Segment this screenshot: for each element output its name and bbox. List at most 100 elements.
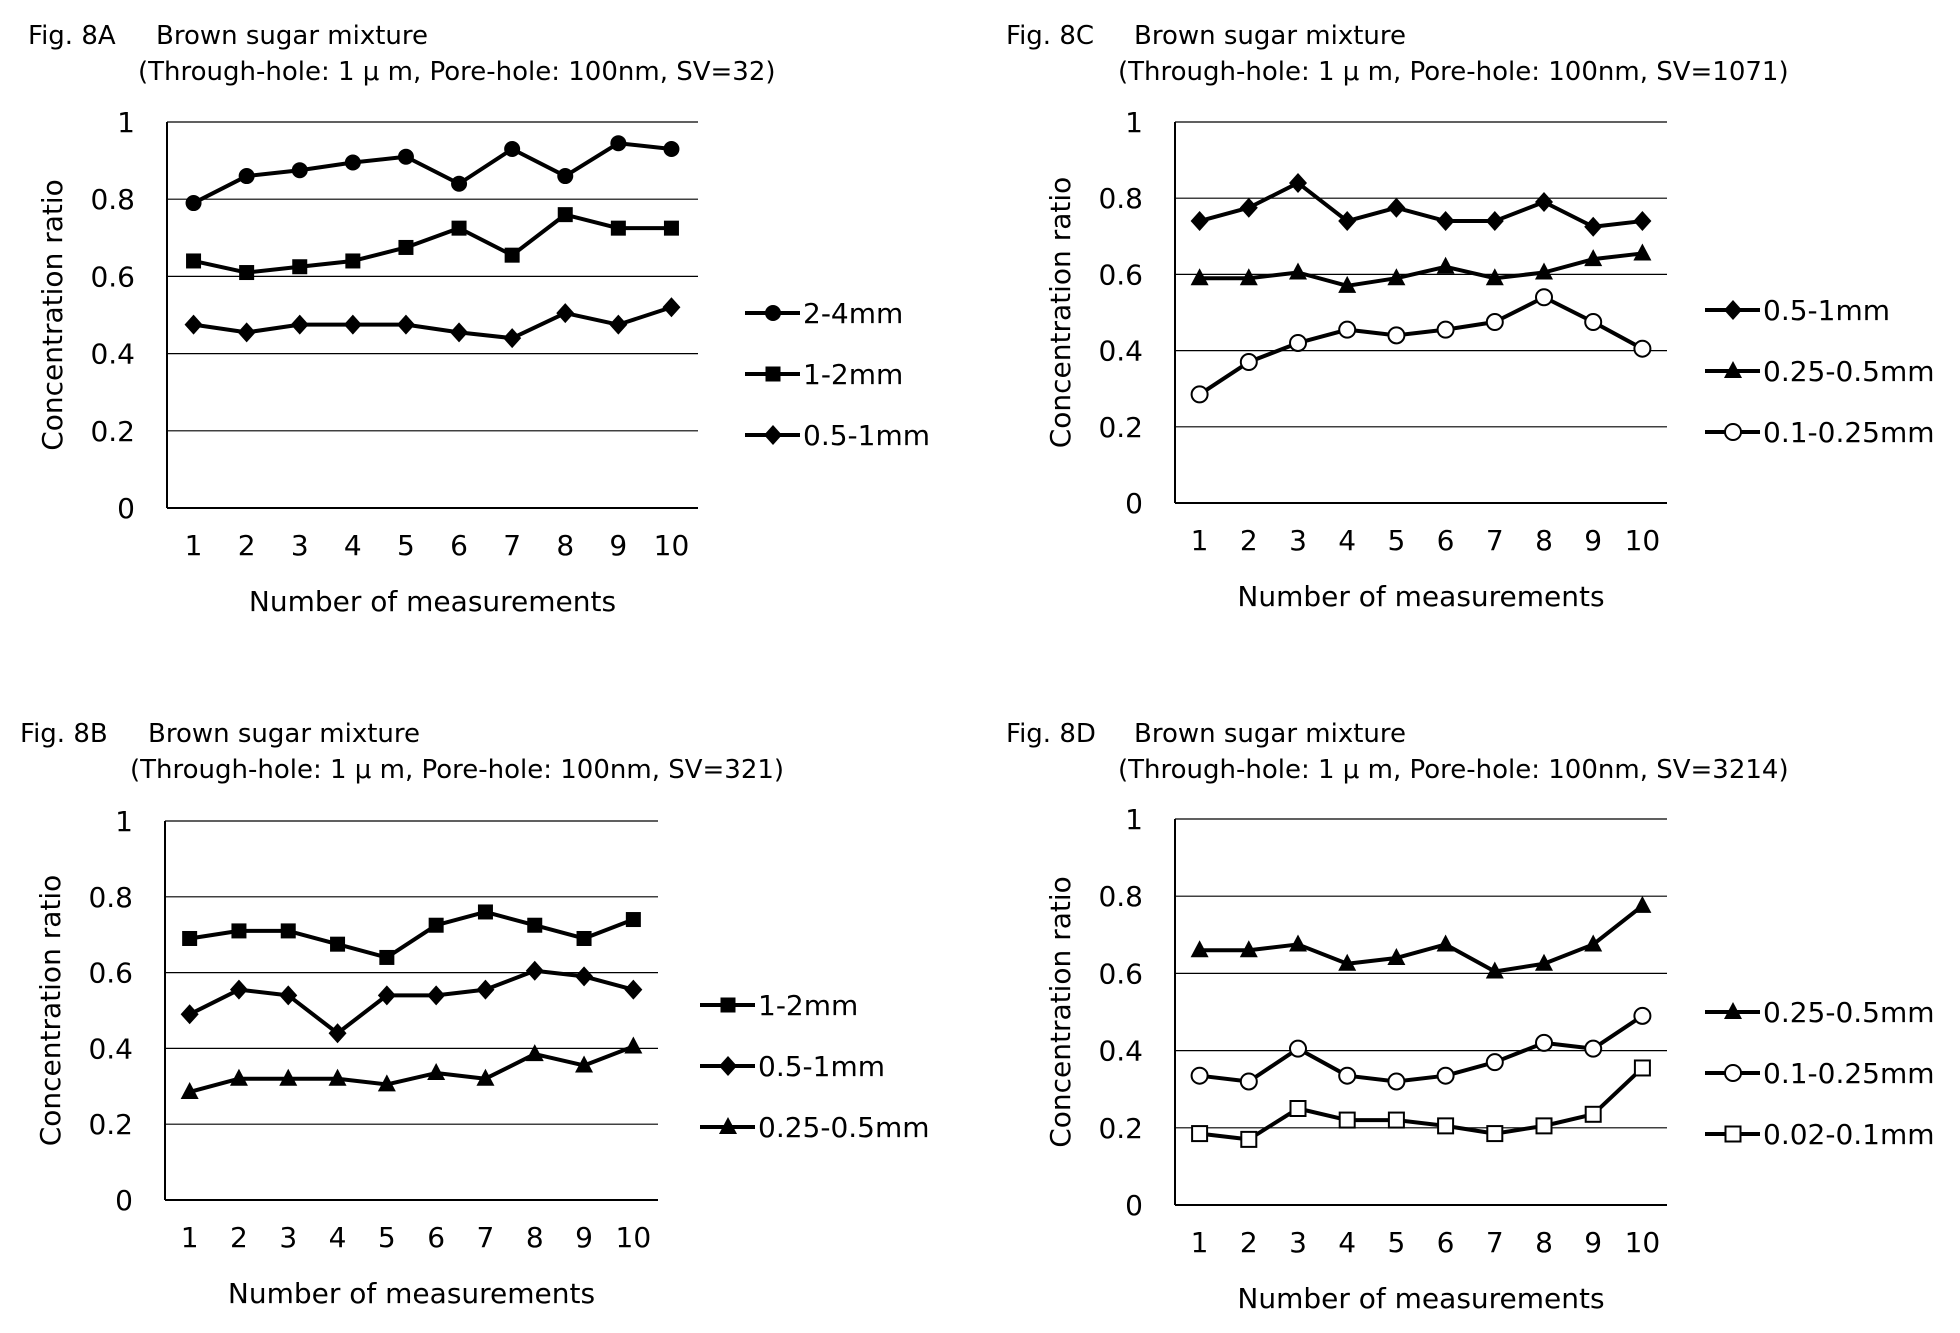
- data-point: [328, 1068, 347, 1086]
- legend-marker: [719, 1056, 737, 1076]
- data-point: [1535, 262, 1553, 280]
- data-point: [1633, 1059, 1651, 1077]
- data-point: [1485, 961, 1504, 979]
- data-point: [186, 253, 202, 269]
- data-point: [1584, 1039, 1603, 1058]
- y-tick-label: 0.4: [90, 338, 135, 371]
- data-point: [1535, 953, 1553, 971]
- data-point: [662, 297, 681, 318]
- data-point: [575, 966, 594, 987]
- series: [1190, 288, 1652, 404]
- data-point: [1584, 934, 1603, 952]
- data-point: [1240, 1130, 1258, 1148]
- data-point: [1338, 275, 1357, 293]
- legend-entry: 0.25-0.5mm: [1705, 996, 1935, 1029]
- data-point: [279, 1068, 298, 1086]
- data-point: [1437, 1117, 1455, 1135]
- series-line: [189, 909, 635, 960]
- data-point: [1387, 1072, 1406, 1091]
- data-point: [575, 1055, 594, 1073]
- series: [1190, 895, 1652, 979]
- x-tick-label: 2: [1240, 524, 1258, 557]
- data-point: [1190, 385, 1209, 404]
- data-point: [292, 259, 308, 275]
- y-tick-label: 1: [115, 805, 133, 838]
- x-axis-label: Number of measurements: [1237, 580, 1604, 613]
- chart-subtitle: (Through-hole: 1 μ m, Pore-hole: 100nm, …: [138, 57, 776, 87]
- chart-title: Brown sugar mixture: [148, 719, 420, 749]
- x-tick-label: 5: [397, 529, 415, 562]
- data-point: [396, 314, 415, 335]
- series: [186, 207, 679, 281]
- x-axis-label: Number of measurements: [1237, 1282, 1604, 1315]
- x-axis-label: Number of measurements: [249, 585, 616, 618]
- series: [184, 297, 681, 349]
- data-point: [1190, 268, 1209, 286]
- data-point: [451, 220, 467, 236]
- x-tick-label: 8: [1535, 1226, 1553, 1259]
- data-point: [1191, 1125, 1209, 1143]
- x-tick-label: 5: [1387, 1226, 1405, 1259]
- data-point: [427, 985, 446, 1006]
- y-axis-label: Concentration ratio: [34, 875, 67, 1147]
- y-tick-label: 0.8: [1098, 182, 1143, 215]
- legend-label: 0.1-0.25mm: [1763, 1057, 1935, 1090]
- data-point: [398, 239, 414, 255]
- y-tick-label: 0.4: [1098, 1035, 1143, 1068]
- chart-subtitle: (Through-hole: 1 μ m, Pore-hole: 100nm, …: [1118, 57, 1789, 87]
- legend-entry: 0.25-0.5mm: [1705, 355, 1935, 388]
- data-point: [1535, 288, 1553, 307]
- data-point: [379, 949, 395, 965]
- data-point: [328, 1023, 347, 1044]
- data-point: [1633, 211, 1652, 232]
- x-tick-label: 5: [1387, 524, 1405, 557]
- data-point: [184, 314, 203, 335]
- data-point: [1338, 320, 1357, 339]
- x-tick-label: 1: [1191, 524, 1209, 557]
- data-point: [451, 175, 468, 192]
- data-point: [428, 917, 444, 933]
- series: [185, 135, 680, 212]
- x-tick-label: 7: [503, 529, 521, 562]
- data-point: [624, 1036, 643, 1054]
- data-point: [1338, 1066, 1357, 1085]
- y-tick-label: 0.8: [88, 881, 133, 914]
- legend-entry: 1-2mm: [700, 989, 858, 1022]
- x-tick-label: 3: [291, 529, 309, 562]
- legend-marker: [1724, 1002, 1742, 1019]
- data-point: [182, 930, 198, 946]
- series-line: [1199, 904, 1644, 974]
- data-point: [280, 923, 296, 939]
- legend-marker: [765, 305, 781, 321]
- figure-label: Fig. 8A: [28, 21, 116, 51]
- x-tick-label: 7: [1486, 524, 1504, 557]
- data-point: [1633, 895, 1652, 913]
- y-tick-label: 0.8: [90, 183, 135, 216]
- y-tick-label: 0.2: [88, 1108, 133, 1141]
- data-point: [1338, 1111, 1356, 1129]
- series-line: [188, 968, 634, 1036]
- legend-marker: [719, 1117, 737, 1134]
- series: [1191, 1059, 1651, 1148]
- data-point: [1289, 1039, 1307, 1058]
- legend-label: 1-2mm: [758, 989, 858, 1022]
- legend-label: 0.25-0.5mm: [1763, 996, 1935, 1029]
- data-point: [476, 979, 495, 1000]
- x-tick-label: 3: [1289, 1226, 1307, 1259]
- data-point: [231, 923, 247, 939]
- legend-label: 0.5-1mm: [1763, 294, 1890, 327]
- data-point: [450, 322, 469, 343]
- y-tick-label: 0.2: [90, 415, 135, 448]
- data-point: [239, 265, 255, 281]
- y-tick-label: 0: [1125, 1189, 1143, 1222]
- data-point: [1289, 934, 1307, 952]
- legend-marker: [720, 997, 736, 1013]
- chart-panel: Fig. 8B Brown sugar mixture (Through-hole:…: [20, 719, 930, 1310]
- data-point: [397, 148, 414, 165]
- data-point: [1485, 268, 1504, 286]
- y-tick-label: 0.6: [90, 260, 135, 293]
- data-point: [1289, 1100, 1307, 1117]
- data-point: [1190, 940, 1209, 958]
- x-tick-label: 9: [1584, 524, 1602, 557]
- x-tick-label: 3: [1289, 524, 1307, 557]
